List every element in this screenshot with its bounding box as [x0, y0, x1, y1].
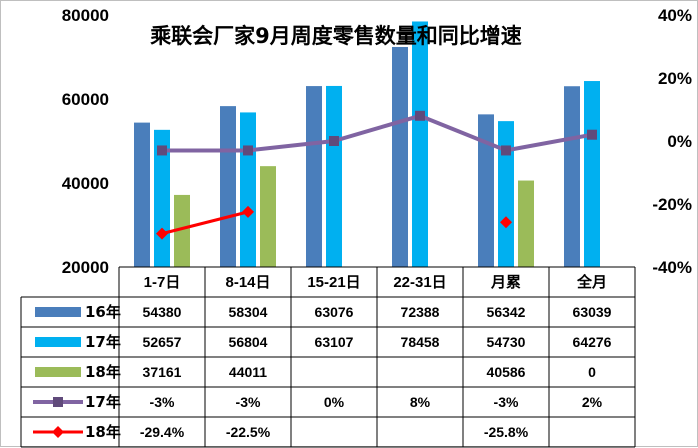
- chart-title: 乘联会厂家9月周度零售数量和同比增速: [149, 24, 522, 48]
- legend-key-2: [35, 367, 81, 377]
- data-label-0-1: 58304: [229, 304, 268, 320]
- data-table: 1-7日 8-14日 15-21日 22-31日 月累 全月 16年 54380 58304 63…: [20, 266, 636, 448]
- data-label-1-3: 78458: [401, 334, 440, 350]
- data-label-2-5: 0: [588, 364, 596, 380]
- marker-0-3: [415, 110, 425, 121]
- data-label-1-0: 52657: [143, 334, 182, 350]
- data-label-3-4: -3%: [494, 394, 519, 410]
- data-label-0-5: 63039: [573, 304, 612, 320]
- data-label-1-5: 64276: [573, 334, 612, 350]
- data-label-3-1: -3%: [236, 394, 261, 410]
- bar-1-1: [240, 112, 256, 267]
- bar-0-3: [392, 46, 408, 268]
- bar-0-1: [220, 106, 236, 267]
- y-right-tick-label: -40%: [652, 258, 692, 277]
- marker-1-0: [156, 227, 168, 240]
- bar-2-1: [260, 166, 276, 267]
- data-label-1-4: 54730: [487, 334, 526, 350]
- legend-label: 18年: [85, 363, 121, 381]
- bar-0-4: [478, 114, 494, 267]
- y-right-tick-label: -20%: [652, 195, 692, 214]
- y-right-tick-label: 20%: [658, 69, 692, 88]
- bar-1-3: [412, 21, 428, 268]
- legend-marker-4: [52, 426, 64, 438]
- bar-1-4: [498, 121, 514, 267]
- legend-label: 17年: [85, 333, 121, 351]
- marker-0-4: [501, 145, 511, 156]
- axes: 20000 40000 60000 80000 -40% -20% 0% 20% 40%: [62, 6, 692, 277]
- data-label-3-0: -3%: [150, 394, 175, 410]
- data-label-0-2: 63076: [315, 304, 354, 320]
- category-label: 8-14日: [225, 274, 270, 291]
- series-lines: [156, 110, 597, 240]
- data-label-2-1: 44011: [229, 364, 267, 380]
- legend-key-0: [35, 307, 81, 317]
- bar-0-5: [564, 86, 580, 267]
- bar-2-4: [518, 180, 534, 267]
- bars: [134, 21, 600, 268]
- data-label-1-2: 63107: [315, 334, 354, 350]
- bar-0-2: [306, 86, 322, 267]
- data-label-3-5: 2%: [582, 394, 603, 410]
- category-label: 15-21日: [307, 274, 360, 291]
- data-label-0-3: 72388: [401, 304, 440, 320]
- legend-label: 16年: [85, 303, 121, 321]
- marker-0-1: [243, 145, 253, 156]
- marker-1-1: [242, 205, 254, 218]
- bar-1-5: [584, 81, 600, 267]
- data-label-3-2: 0%: [324, 394, 345, 410]
- data-label-4-0: -29.4%: [140, 424, 185, 440]
- y-right-tick-label: 0%: [667, 132, 692, 151]
- data-label-4-4: -25.8%: [484, 424, 529, 440]
- marker-0-0: [157, 145, 167, 156]
- data-label-4-1: -22.5%: [226, 424, 271, 440]
- bar-2-0: [174, 194, 190, 267]
- legend-marker-3: [53, 397, 63, 407]
- category-label: 全月: [576, 273, 607, 291]
- marker-0-5: [587, 129, 597, 140]
- data-label-0-4: 56342: [487, 304, 526, 320]
- line-1: [161, 210, 249, 236]
- category-label: 月累: [490, 274, 521, 291]
- y-left-tick-label: 80000: [62, 6, 109, 25]
- marker-1-4: [500, 216, 512, 229]
- data-label-2-4: 40586: [487, 364, 526, 380]
- y-left-tick-label: 40000: [62, 174, 109, 193]
- data-label-1-1: 56804: [229, 334, 268, 350]
- line-0: [162, 113, 593, 153]
- legend-label: 18年: [85, 423, 121, 441]
- bar-0-0: [134, 122, 150, 267]
- marker-0-2: [329, 136, 339, 146]
- y-left-tick-label: 60000: [62, 90, 109, 109]
- category-label: 1-7日: [144, 274, 181, 291]
- y-right-tick-label: 40%: [658, 6, 692, 25]
- legend-label: 17年: [85, 393, 121, 411]
- data-label-2-0: 37161: [143, 364, 182, 380]
- data-label-0-0: 54380: [143, 304, 182, 320]
- category-label: 22-31日: [393, 274, 446, 291]
- bar-1-2: [326, 85, 342, 268]
- legend-key-1: [35, 337, 81, 347]
- data-label-3-3: 8%: [410, 394, 431, 410]
- y-left-tick-label: 20000: [62, 258, 109, 277]
